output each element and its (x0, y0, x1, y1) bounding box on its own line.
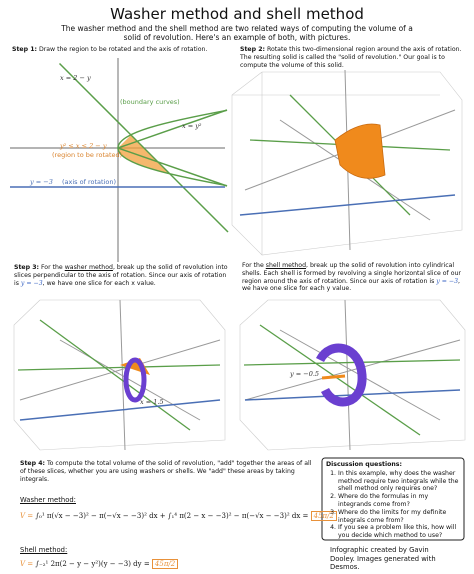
graph-3d-solid (231, 69, 463, 256)
axis (244, 339, 461, 401)
axis (59, 339, 201, 421)
math: V = (20, 560, 34, 568)
math: V = (20, 512, 34, 520)
step: For the shell method, break up the solid… (242, 262, 464, 293)
graph-label: y = −0.5 (289, 370, 319, 378)
graph-2d: x = 2 − y (boundary curves) x = y² y² ≤ … (10, 58, 229, 262)
discussion: Discussion questions: In this example, w… (326, 461, 462, 540)
parabola (117, 109, 228, 187)
question-list: In this example, why does the washer met… (326, 470, 462, 540)
method-name: shell method (265, 262, 307, 269)
step: Step 1: Draw the region to be rotated an… (12, 46, 227, 54)
box (231, 71, 463, 256)
question: In this example, why does the washer met… (338, 470, 462, 493)
step: Step 2: Rotate this two-dimensional regi… (240, 46, 466, 69)
step-label: Step 4: (20, 460, 45, 467)
step-text: Rotate this two-dimensional region aroun… (240, 46, 462, 69)
step-text: To compute the total volume of the solid… (20, 460, 312, 483)
step-text: , we have one slice for each y value. (242, 277, 460, 293)
box (13, 299, 226, 451)
axis (344, 299, 351, 451)
intro: The washer method and the shell method a… (61, 24, 413, 42)
integral: ∫₋₂¹ 2π(2 − y − y²)(y − −3) dy = (35, 560, 150, 568)
step-text: , break up the solid of revolution into … (242, 262, 461, 285)
question: Where do the limits for my definite inte… (338, 509, 462, 525)
question: Where do the formulas in my integrands c… (338, 493, 462, 509)
graph-label: y² ≤ x ≤ 2 − y (59, 142, 107, 150)
formula: V = ∫₀¹ π(√x − −3)² − π(−√x − −3)² dx + … (20, 511, 337, 521)
math: y = −3 (436, 277, 459, 285)
math: y = −3 (20, 279, 43, 287)
discussion-title: Discussion questions: (326, 461, 402, 468)
graph-3d-shell: y = −0.5 (239, 299, 466, 451)
curve (243, 359, 461, 366)
graph-label: (region to be rotated) (52, 151, 122, 159)
axis-of-rotation (19, 399, 221, 421)
step-text: Draw the region to be rotated and the ax… (38, 46, 208, 53)
parabola (117, 109, 228, 187)
graph-label: y = −3 (29, 178, 53, 186)
step: Step 3: For the washer method, break up … (14, 264, 229, 287)
curve (39, 319, 191, 431)
axis-of-rotation (239, 194, 456, 216)
box (239, 299, 466, 451)
graph-label: x = 1.5 (140, 398, 164, 406)
solid (334, 123, 386, 179)
axis (19, 339, 221, 401)
region (118, 135, 170, 174)
method-label: Washer method: (20, 496, 76, 504)
discussion-box (321, 457, 465, 541)
step-text: , break up the solid of revolution into … (14, 264, 228, 287)
result: 45π/2 (151, 559, 179, 569)
graph-label: x = 2 − y (60, 74, 91, 82)
step-text: , we have one slice for each x value. (42, 279, 156, 287)
method-label: Shell method: (20, 546, 68, 554)
credit: Infographic created by Gavin Dooley. Ima… (330, 546, 436, 571)
axis (119, 299, 126, 451)
result: 45π/2 (310, 511, 337, 521)
step-text: For the (242, 262, 264, 269)
graph-label: (axis of rotation) (62, 178, 116, 186)
line-curve (58, 62, 229, 233)
step: Step 4: To compute the total volume of t… (20, 460, 315, 483)
curve (17, 364, 221, 371)
graph-label: x = y² (182, 122, 202, 130)
curve (259, 324, 421, 436)
graph-label: (boundary curves) (120, 98, 180, 106)
shell (315, 343, 367, 407)
slice (321, 374, 346, 380)
step-text: For the (40, 264, 63, 271)
step-label: Step 2: (240, 46, 265, 53)
washer (123, 357, 147, 403)
title: Washer method and shell method (110, 5, 364, 23)
question: If you see a problem like this, how will… (338, 524, 462, 540)
graph-3d-washer: x = 1.5 (13, 299, 226, 451)
step-label: Step 1: (12, 46, 37, 53)
step-label: Step 3: (14, 264, 39, 271)
formula: V = ∫₋₂¹ 2π(2 − y − y²)(y − −3) dy = 45π… (20, 559, 179, 569)
integral: ∫₀¹ π(√x − −3)² − π(−√x − −3)² dx + ∫₁⁴ … (35, 512, 309, 520)
method-name: washer method (64, 264, 113, 271)
